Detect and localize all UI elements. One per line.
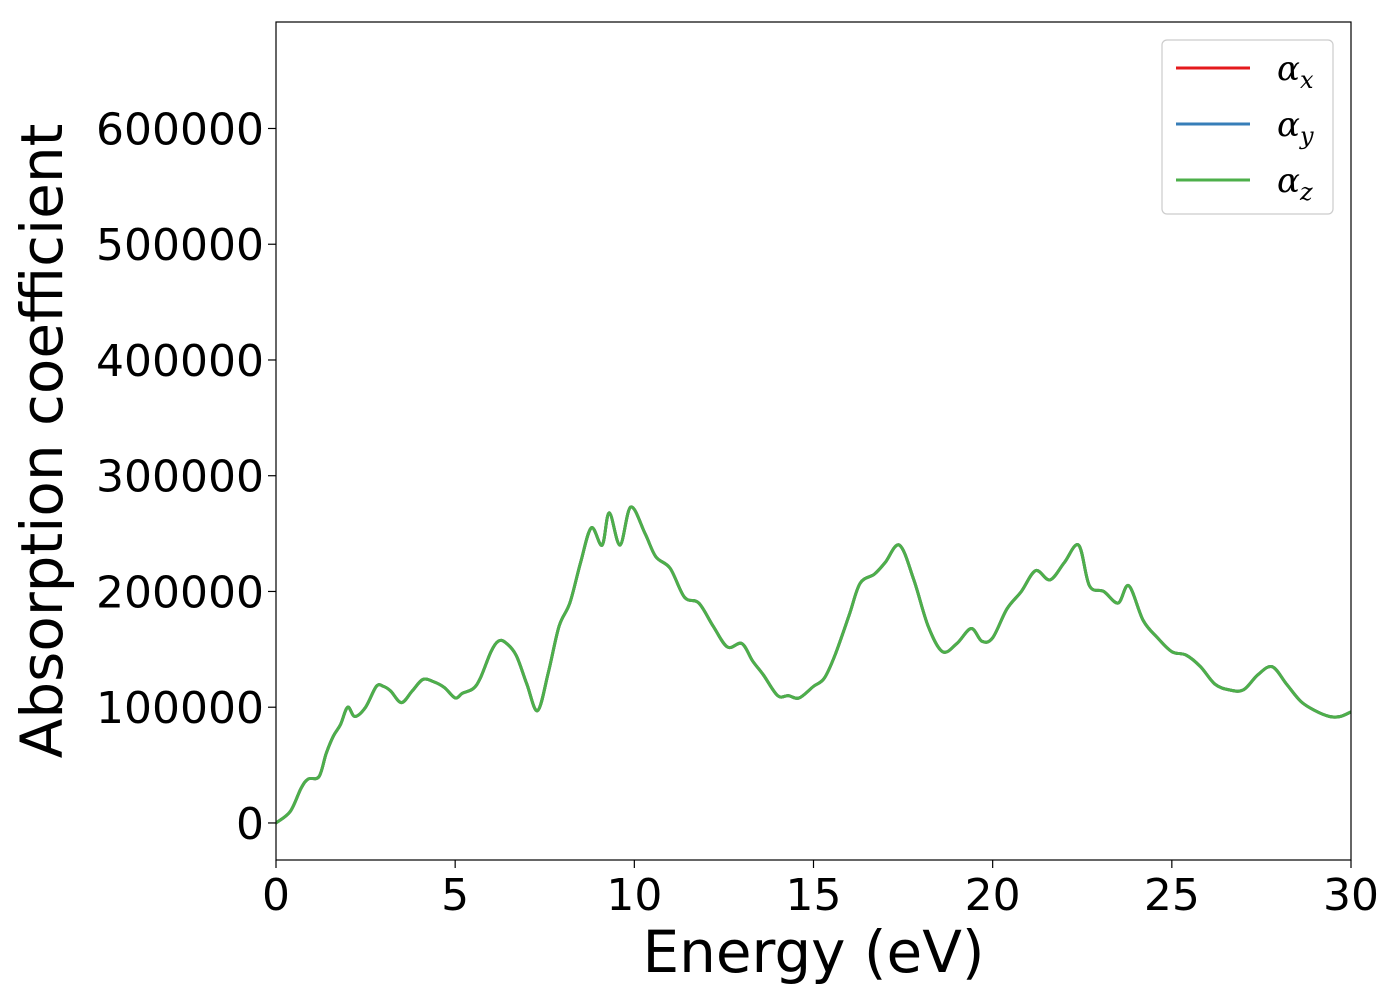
y-tick-label: 400000 [96,336,264,387]
y-tick-label: 200000 [96,567,264,618]
series-line-alpha-z [276,505,1351,825]
y-tick-label: 600000 [96,104,264,155]
y-tick-label: 500000 [96,220,264,271]
x-tick-label: 10 [606,870,662,921]
x-axis-label: Energy (eV) [642,918,984,986]
legend-label-alpha-y: αy [1277,105,1314,150]
plot-area: 0 5 10 15 20 25 30 0 100000 200000 300000 400000 500… [8,21,1379,986]
x-tick-label: 30 [1323,870,1379,921]
y-tick-label: 300000 [96,452,264,503]
x-tick-label: 0 [262,870,290,921]
series-lines [276,505,1351,825]
y-axis-label: Absorption coefficient [8,124,76,759]
x-tick-label: 20 [965,870,1021,921]
legend-label-alpha-x: αx [1277,49,1314,94]
x-tick-label: 15 [786,870,842,921]
legend: αx αy αz [1161,39,1334,215]
x-tick-label: 5 [441,870,469,921]
y-tick-label: 0 [236,799,264,850]
legend-label-alpha-z: αz [1277,161,1313,206]
legend-box [1161,39,1334,215]
y-tick-label: 100000 [96,683,264,734]
x-tick-label: 25 [1144,870,1200,921]
